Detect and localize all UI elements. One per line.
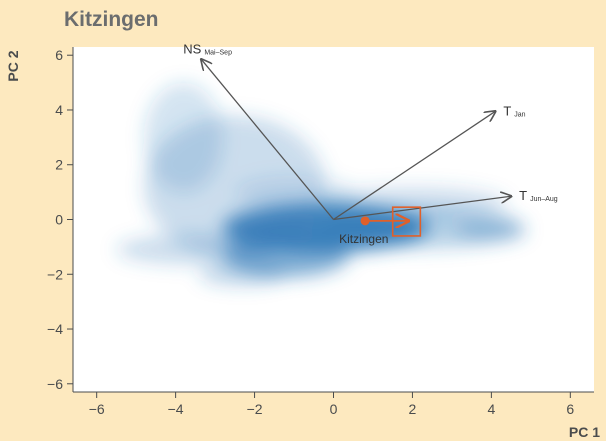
y-tick-label: −2 (47, 266, 63, 282)
y-tick-label: −4 (47, 321, 63, 337)
axes: −6 −4 −2 0 2 4 6 −6 −4 −2 0 2 4 6 PC 1 PC 2 (5, 47, 600, 440)
x-tick-label: 2 (409, 401, 417, 417)
x-tick-label: 0 (330, 401, 338, 417)
loading-vectors: NS Mai–Sep T Jan T Jun–Aug (183, 41, 558, 221)
vector-label-0: NS Mai–Sep (183, 41, 232, 56)
site-marker-group: Kitzingen (339, 206, 422, 246)
density-blob-7 (199, 263, 287, 286)
vector-arrow-1 (333, 111, 496, 221)
site-point (360, 216, 370, 226)
y-tick-label: −6 (47, 376, 63, 392)
y-tick-label: 2 (55, 157, 63, 173)
x-tick-label: 4 (487, 401, 495, 417)
chart-title: Kitzingen (64, 8, 159, 31)
vector-arrow-2 (333, 196, 512, 221)
y-tick-label: 6 (55, 47, 63, 63)
density-blob-9 (455, 219, 527, 242)
vector-arrow-0 (201, 59, 335, 220)
density-blob-6 (116, 234, 275, 265)
y-tick-label: 0 (55, 212, 63, 228)
density-blob-5 (317, 186, 508, 220)
vector-label-1: T Jan (503, 103, 525, 118)
y-axis-title: PC 2 (5, 50, 21, 81)
x-tick-label: −2 (247, 401, 263, 417)
density-blob-3 (144, 82, 223, 193)
density-cloud (116, 82, 527, 286)
x-tick-label: 6 (566, 401, 574, 417)
density-blob-8 (234, 175, 354, 209)
x-tick-label: −6 (89, 401, 105, 417)
site-label: Kitzingen (339, 232, 388, 246)
x-axis-title: PC 1 (569, 424, 600, 440)
vector-label-2: T Jun–Aug (519, 188, 558, 203)
x-tick-label: −4 (168, 401, 184, 417)
y-tick-label: 4 (55, 102, 63, 118)
